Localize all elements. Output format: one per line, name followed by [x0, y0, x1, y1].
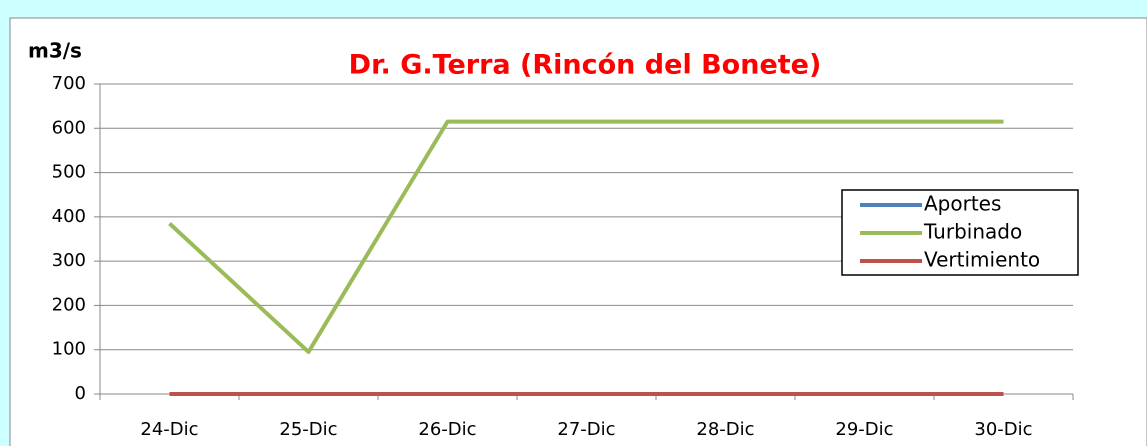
- y-tick-label: 500: [52, 162, 86, 183]
- legend-label: Turbinado: [923, 220, 1022, 244]
- y-axis-label: m3/s: [28, 39, 82, 63]
- x-tick-label: 28-Dic: [696, 419, 754, 440]
- x-tick-label: 30-Dic: [974, 419, 1032, 440]
- x-tick-label: 29-Dic: [835, 419, 893, 440]
- y-tick-label: 600: [52, 117, 86, 138]
- y-tick-label: 100: [52, 339, 86, 360]
- chart-title: Dr. G.Terra (Rincón del Bonete): [349, 50, 822, 81]
- y-tick-label: 300: [52, 250, 86, 271]
- legend-label: Vertimiento: [924, 248, 1040, 272]
- y-tick-label: 400: [52, 206, 86, 227]
- x-tick-label: 25-Dic: [279, 419, 337, 440]
- y-tick-label: 0: [75, 383, 86, 404]
- line-series: [168, 119, 1004, 354]
- x-tick-label: 24-Dic: [140, 419, 198, 440]
- x-tick-label: 27-Dic: [557, 419, 615, 440]
- x-tick-label: 26-Dic: [418, 419, 476, 440]
- y-tick-label: 700: [52, 73, 86, 94]
- legend-label: Aportes: [924, 192, 1001, 216]
- y-tick-label: 200: [52, 294, 86, 315]
